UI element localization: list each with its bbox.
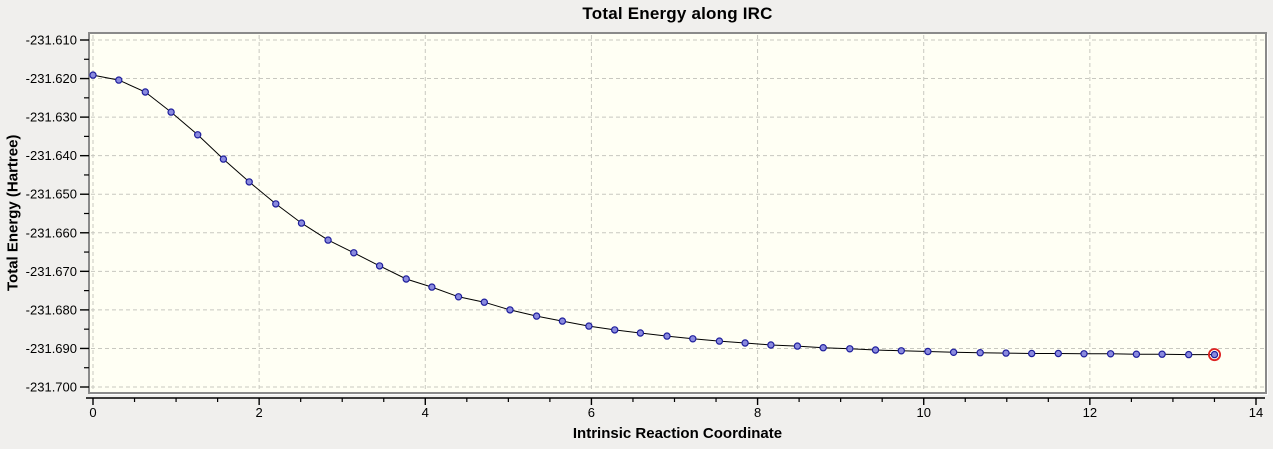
data-point-marker[interactable] [350, 249, 358, 257]
y-tick-label: -231.650 [26, 187, 77, 202]
data-point-marker[interactable] [1080, 350, 1088, 358]
data-point-marker[interactable] [141, 88, 149, 96]
x-tick-label: 4 [422, 405, 429, 420]
y-tick-label: -231.620 [26, 71, 77, 86]
data-point-marker[interactable] [636, 329, 645, 337]
data-point-marker[interactable] [689, 335, 697, 343]
y-tick-label: -231.660 [26, 225, 77, 240]
selected-point-highlight-icon [1208, 348, 1222, 362]
y-tick-label: -231.610 [26, 33, 77, 48]
energy-curve [92, 74, 1215, 356]
data-point-marker[interactable] [297, 219, 306, 227]
data-point-marker[interactable] [1002, 349, 1010, 357]
y-tick-label: -231.700 [26, 380, 77, 395]
data-point-marker[interactable] [897, 347, 906, 355]
data-point-marker[interactable] [1158, 350, 1166, 358]
data-point-marker[interactable] [1106, 350, 1115, 358]
data-point-marker[interactable] [1184, 350, 1193, 359]
data-point-marker[interactable] [402, 275, 410, 283]
plot-background [88, 32, 1267, 394]
data-point-marker[interactable] [167, 108, 175, 116]
data-point-marker[interactable] [89, 71, 97, 79]
data-point-marker[interactable] [115, 76, 123, 84]
data-point-marker[interactable] [976, 349, 984, 357]
data-point-marker[interactable] [193, 131, 202, 139]
x-tick-label: 10 [916, 405, 930, 420]
data-point-marker[interactable] [871, 346, 880, 354]
x-tick-label: 12 [1083, 405, 1097, 420]
y-tick-label: -231.630 [26, 110, 77, 125]
y-tick-label: -231.680 [26, 302, 77, 317]
data-point-marker[interactable] [949, 348, 958, 356]
data-point-marker[interactable] [506, 306, 514, 314]
data-point-marker[interactable] [819, 344, 827, 352]
data-point-marker[interactable] [480, 298, 488, 306]
data-point-marker[interactable] [1054, 349, 1063, 358]
data-point-marker[interactable] [715, 337, 724, 345]
data-point-marker[interactable] [1210, 350, 1219, 359]
data-point-marker[interactable] [454, 293, 463, 301]
y-tick-label: -231.640 [26, 148, 77, 163]
chart-title: Total Energy along IRC [582, 4, 773, 23]
data-point-marker[interactable] [924, 347, 932, 356]
data-point-marker[interactable] [1132, 350, 1141, 358]
x-tick-label: 14 [1249, 405, 1263, 420]
x-tick-label: 6 [588, 405, 595, 420]
data-point-marker[interactable] [558, 317, 567, 325]
data-point-marker[interactable] [324, 236, 332, 244]
data-point-marker[interactable] [585, 322, 593, 330]
data-point-marker[interactable] [428, 283, 436, 291]
frame-highlight [90, 34, 1268, 395]
data-point-marker[interactable] [663, 332, 671, 340]
data-point-marker[interactable] [1027, 349, 1036, 358]
data-point-marker[interactable] [375, 262, 384, 270]
data-point-marker[interactable] [219, 155, 228, 163]
y-tick-label: -231.670 [26, 264, 77, 279]
data-point-marker[interactable] [272, 200, 280, 208]
data-point-marker[interactable] [532, 312, 541, 320]
data-point-marker[interactable] [846, 345, 854, 353]
data-point-marker[interactable] [611, 326, 619, 334]
data-point-marker[interactable] [245, 178, 253, 186]
x-tick-label: 0 [89, 405, 96, 420]
x-tick-label: 8 [754, 405, 761, 420]
y-tick-label: -231.690 [26, 341, 77, 356]
data-point-marker[interactable] [793, 342, 802, 350]
x-tick-label: 2 [256, 405, 263, 420]
data-point-marker[interactable] [767, 341, 775, 349]
data-point-marker[interactable] [741, 339, 749, 347]
x-axis-title: Intrinsic Reaction Coordinate [572, 425, 783, 442]
